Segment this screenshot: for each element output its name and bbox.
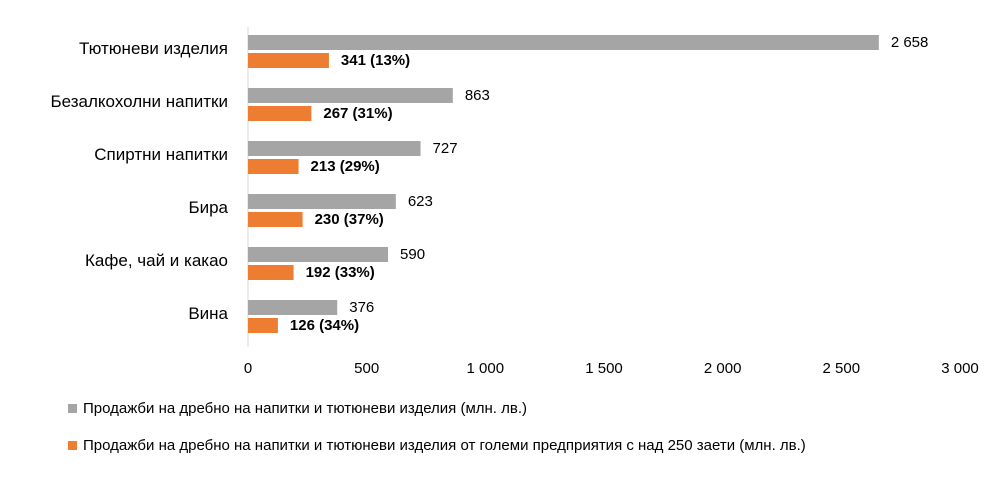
bar-gray [248,88,453,103]
bar-orange [248,318,278,333]
category-label: Безалкохолни напитки [51,92,228,111]
axis-layer: 0 500 1 000 1 500 2 000 2 500 3 000 [244,27,979,377]
category-label: Бира [188,198,228,217]
bar-orange [248,159,299,174]
bar-chart: 0 500 1 000 1 500 2 000 2 500 3 000 Тютюневи и… [51,27,979,377]
data-label-orange: 230 (37%) [315,211,384,228]
x-tick-label: 1 000 [467,360,505,377]
legend-item-gray: Продажби на дребно на напитки и тютюневи… [68,400,527,417]
data-label-gray: 376 [349,299,374,316]
data-label-orange: 126 (34%) [290,317,359,334]
bar-gray [248,300,338,315]
data-label-orange: 341 (13%) [341,52,410,69]
x-tick-label: 500 [354,360,379,377]
x-tick-label: 2 500 [823,360,861,377]
data-label-gray: 623 [408,193,433,210]
x-tick-label: 0 [244,360,252,377]
category-label: Вина [188,304,228,323]
legend-item-orange: Продажби на дребно на напитки и тютюневи… [68,437,806,454]
data-label-gray: 590 [400,246,425,263]
legend-label-orange: Продажби на дребно на напитки и тютюневи… [83,437,806,454]
bar-orange [248,212,303,227]
category-label: Кафе, чай и какао [85,251,228,270]
bar-gray [248,141,421,156]
data-label-orange: 213 (29%) [311,158,380,175]
bar-gray [248,194,396,209]
bar-orange [248,53,329,68]
bar-orange [248,265,294,280]
category-label: Тютюневи изделия [79,39,228,58]
data-label-gray: 727 [433,140,458,157]
data-label-gray: 2 658 [891,34,929,51]
labels-layer: Тютюневи изделия 2 658 341 (13%) Безалкохол… [51,34,929,334]
bar-gray [248,247,389,262]
data-label-orange: 192 (33%) [306,264,375,281]
legend-swatch-gray [68,404,77,413]
bar-gray [248,35,879,50]
data-label-gray: 863 [465,87,490,104]
bars-layer [248,35,879,333]
x-tick-label: 2 000 [704,360,742,377]
data-label-orange: 267 (31%) [323,105,392,122]
category-label: Спиртни напитки [94,145,228,164]
x-tick-label: 1 500 [585,360,623,377]
x-tick-label: 3 000 [941,360,979,377]
bar-orange [248,106,312,121]
legend-swatch-orange [68,441,77,450]
legend-label-gray: Продажби на дребно на напитки и тютюневи… [83,400,528,417]
